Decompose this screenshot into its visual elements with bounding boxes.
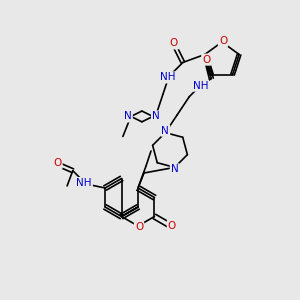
Text: NH: NH bbox=[193, 81, 208, 91]
Text: O: O bbox=[168, 221, 176, 231]
Text: N: N bbox=[161, 126, 169, 136]
Text: N: N bbox=[124, 111, 132, 122]
Text: O: O bbox=[202, 55, 211, 64]
Text: O: O bbox=[170, 38, 178, 48]
Text: NH: NH bbox=[76, 178, 92, 188]
Text: N: N bbox=[171, 164, 178, 174]
Text: O: O bbox=[135, 222, 143, 232]
Text: NH: NH bbox=[160, 72, 176, 82]
Text: O: O bbox=[219, 36, 227, 46]
Text: O: O bbox=[53, 158, 62, 168]
Text: N: N bbox=[152, 111, 160, 122]
